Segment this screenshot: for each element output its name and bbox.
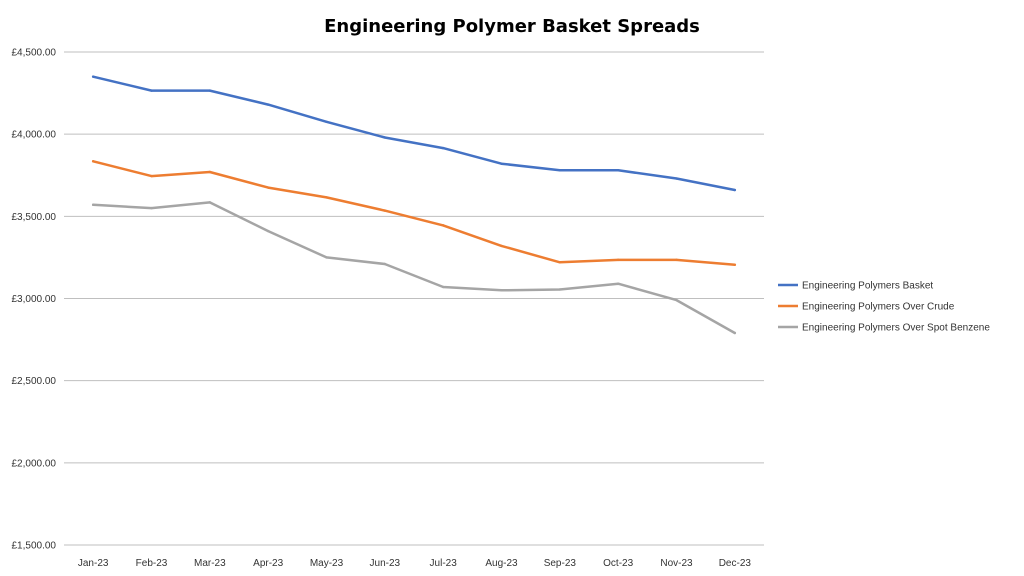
data-point — [325, 256, 328, 259]
data-point — [733, 263, 737, 267]
x-tick-label: Sep-23 — [544, 558, 577, 569]
y-tick-label: £3,000.00 — [12, 294, 57, 305]
data-point — [208, 201, 212, 204]
data-point — [325, 196, 328, 199]
x-tick-label: Jun-23 — [370, 558, 401, 569]
data-point — [616, 282, 620, 285]
x-tick-label: Apr-23 — [253, 558, 283, 569]
legend-label: Engineering Polymers Over Spot Benzene — [802, 323, 990, 334]
data-point — [500, 289, 503, 292]
series-line-2 — [91, 160, 737, 267]
data-point — [733, 331, 737, 335]
y-tick-label: £4,500.00 — [12, 48, 57, 59]
data-point — [616, 169, 620, 172]
data-point — [558, 288, 562, 291]
series-line-1 — [91, 75, 737, 192]
data-point — [91, 75, 95, 78]
x-tick-label: Aug-23 — [485, 558, 518, 569]
data-point — [500, 162, 503, 165]
series-lines — [91, 75, 737, 335]
y-axis-ticks: £1,500.00 £2,000.00 £2,500.00 £3,000.00 £3,5… — [12, 48, 57, 552]
legend-item: Engineering Polymers Over Crude — [778, 302, 955, 313]
y-tick-label: £2,500.00 — [12, 376, 57, 387]
data-point — [558, 169, 562, 172]
x-tick-label: Nov-23 — [660, 558, 693, 569]
legend: Engineering Polymers Basket Engineering P… — [778, 281, 990, 334]
data-point — [150, 174, 153, 178]
data-point — [441, 146, 445, 150]
x-tick-label: Dec-23 — [719, 558, 752, 569]
data-point — [383, 262, 387, 266]
data-point — [675, 298, 678, 302]
legend-item: Engineering Polymers Over Spot Benzene — [778, 323, 990, 334]
data-point — [441, 224, 445, 227]
x-tick-label: Jul-23 — [430, 558, 458, 569]
x-tick-label: May-23 — [310, 558, 344, 569]
x-tick-label: Feb-23 — [136, 558, 168, 569]
data-point — [383, 136, 387, 139]
data-point — [91, 203, 95, 207]
data-point — [150, 89, 153, 92]
chart-title: Engineering Polymer Basket Spreads — [324, 16, 700, 37]
legend-label: Engineering Polymers Basket — [802, 281, 933, 292]
data-point — [325, 120, 328, 124]
data-point — [91, 160, 95, 163]
data-point — [500, 244, 503, 248]
x-tick-label: Mar-23 — [194, 558, 226, 569]
y-tick-label: £4,000.00 — [12, 130, 57, 141]
data-point — [266, 103, 270, 106]
y-tick-label: £2,000.00 — [12, 458, 57, 469]
x-tick-label: Oct-23 — [603, 558, 633, 569]
legend-label: Engineering Polymers Over Crude — [802, 302, 955, 313]
data-point — [208, 89, 212, 92]
legend-item: Engineering Polymers Basket — [778, 281, 933, 292]
y-tick-label: £1,500.00 — [12, 541, 57, 552]
data-point — [383, 209, 387, 212]
data-point — [616, 258, 620, 262]
x-tick-label: Jan-23 — [78, 558, 109, 569]
data-point — [558, 261, 562, 264]
y-tick-label: £3,500.00 — [12, 212, 57, 223]
gridlines — [64, 51, 764, 546]
data-point — [441, 285, 445, 289]
series-line-3 — [91, 201, 737, 335]
data-point — [150, 206, 153, 210]
x-axis-ticks: Jan-23 Feb-23 Mar-23 Apr-23 May-23 Jun-23 Jul-… — [78, 558, 752, 569]
data-point — [266, 229, 270, 233]
data-point — [733, 188, 737, 192]
data-point — [675, 177, 678, 180]
data-point — [208, 170, 212, 174]
data-point — [675, 258, 678, 262]
data-point — [266, 186, 270, 189]
